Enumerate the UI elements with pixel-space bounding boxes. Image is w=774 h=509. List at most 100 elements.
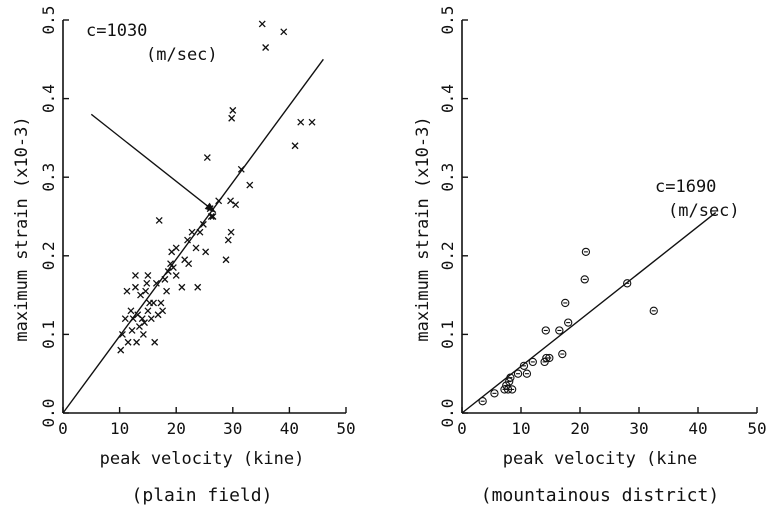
mountainous-district-data-point <box>522 369 532 378</box>
mountainous-district-x-tick-label: 20 <box>570 419 589 438</box>
mountainous-district-data-point <box>564 318 573 327</box>
plain-field-data-point <box>246 181 254 189</box>
mountainous-district-data-point <box>580 275 589 284</box>
plain-field-data-point <box>222 256 230 264</box>
mountainous-district-data-point-ring <box>558 349 567 359</box>
plain-field-data-point <box>280 28 288 36</box>
mountainous-district-data-point-ring <box>519 361 529 370</box>
mountainous-district-data-point <box>528 357 537 367</box>
mountainous-district-data-point-ring <box>623 279 632 288</box>
plain-field-data-point <box>224 236 232 244</box>
mountainous-district-data-point-ring <box>508 385 517 394</box>
plain-field-data-point <box>141 319 148 327</box>
plain-field-data-point <box>133 338 141 346</box>
mountainous-district-velocity-label: c=1690 <box>655 177 716 197</box>
plain-field-data-point <box>194 283 202 291</box>
mountainous-district-data-point-ring <box>649 306 658 315</box>
plain-field-annotation-arrow <box>90 113 217 214</box>
plain-field-data-point <box>117 346 125 354</box>
plain-field-data-point <box>227 197 234 205</box>
plain-field-data-point <box>172 271 180 279</box>
mountainous-district-points <box>478 247 658 406</box>
plain-field-data-point <box>138 315 146 323</box>
plain-field-data-point <box>128 327 136 334</box>
plain-field-x-tick-label: 20 <box>167 419 186 438</box>
mountainous-district-data-point-ring <box>528 357 537 367</box>
plain-field-y-tick-label: 0.1 <box>39 320 58 349</box>
plain-field-data-point <box>308 118 316 126</box>
scatter-panel-plain-field: 0 10 20 30 40 50 0.0 0.1 0.2 0.3 0.4 0.5 c=1030 (m/… <box>12 6 356 506</box>
plain-field-x-tick-label: 30 <box>223 419 242 438</box>
plain-field-data-point <box>192 244 200 252</box>
plain-field-data-point <box>127 307 135 315</box>
plain-field-y-tick-label: 0.5 <box>39 6 58 35</box>
plain-field-data-point <box>291 142 299 150</box>
plain-field-data-point <box>150 299 158 307</box>
plain-field-data-point <box>123 287 131 295</box>
mountainous-district-x-tick-label: 10 <box>511 419 530 438</box>
plain-field-data-point <box>202 248 210 256</box>
plain-field-data-point <box>131 271 139 279</box>
mountainous-district-y-tick-label: 0.2 <box>438 241 457 270</box>
mountainous-district-x-tick-label: 40 <box>688 419 707 438</box>
plain-field-data-point <box>143 279 151 287</box>
plain-field-data-point <box>227 228 235 236</box>
mountainous-district-y-tick-label: 0.0 <box>438 399 457 428</box>
mountainous-district-y-tick-label: 0.1 <box>438 320 457 349</box>
plain-field-data-point <box>159 307 167 315</box>
plain-field-velocity-unit: (m/sec) <box>146 45 218 65</box>
plain-field-data-point <box>203 154 211 162</box>
plain-field-data-point <box>172 244 180 252</box>
plain-field-x-tick-label: 50 <box>336 419 355 438</box>
mountainous-district-data-point-ring <box>561 298 570 308</box>
mountainous-district-data-point-ring <box>564 318 573 327</box>
plain-field-y-tick-label: 0.3 <box>39 163 58 192</box>
plain-field-data-point <box>144 271 152 279</box>
plain-field-data-point <box>199 220 207 228</box>
mountainous-district-data-point <box>541 326 550 335</box>
mountainous-district-data-point-ring <box>513 369 523 378</box>
plain-field-y-tick-label: 0.4 <box>39 84 58 113</box>
plain-field-arrow-head <box>204 202 216 213</box>
plain-field-data-point <box>209 213 217 220</box>
plain-field-points <box>117 20 316 354</box>
plain-field-data-point <box>155 216 163 224</box>
plain-field-data-point <box>297 118 305 126</box>
mountainous-district-caption: (mountainous district) <box>481 485 719 506</box>
mountainous-district-data-point <box>649 306 658 315</box>
mountainous-district-data-point <box>490 389 499 398</box>
mountainous-district-y-axis-title: maximum strain (x10-3) <box>413 116 433 341</box>
plain-field-data-point <box>135 323 143 330</box>
mountainous-district-y-tick-label: 0.4 <box>438 84 457 113</box>
plain-field-data-point <box>152 279 160 287</box>
plain-field-data-point <box>137 291 145 299</box>
mountainous-district-x-axis-title: peak velocity (kine <box>503 449 697 469</box>
plain-field-data-point <box>157 299 165 307</box>
plain-field-data-point <box>262 44 270 51</box>
plain-field-y-tick-label: 0.2 <box>39 241 58 270</box>
mountainous-district-data-point <box>508 385 517 394</box>
plain-field-data-point <box>147 315 155 323</box>
plain-field-data-point <box>258 20 266 28</box>
plain-field-caption: (plain field) <box>132 485 273 506</box>
mountainous-district-data-point <box>513 369 523 378</box>
plain-field-data-point <box>144 307 152 315</box>
plain-field-ticks: 0 10 20 30 40 50 0.0 0.1 0.2 0.3 0.4 0.5 <box>39 6 356 438</box>
mountainous-district-fit-line <box>461 212 717 414</box>
mountainous-district-data-point <box>558 349 567 359</box>
plain-field-x-tick-label: 0 <box>58 419 68 438</box>
plain-field-data-point <box>167 260 174 268</box>
mountainous-district-x-tick-label: 30 <box>629 419 648 438</box>
mountainous-district-data-point-ring <box>478 397 487 406</box>
mountainous-district-y-tick-label: 0.5 <box>438 6 457 35</box>
plain-field-fit-line <box>62 58 324 414</box>
mountainous-district-data-point <box>561 298 570 308</box>
mountainous-district-data-point-ring <box>490 389 499 398</box>
plain-field-data-point <box>142 287 150 295</box>
plain-field-data-point <box>139 330 147 338</box>
plain-field-data-point <box>232 201 240 209</box>
mountainous-district-ticks: 0 10 20 30 40 50 0.0 0.1 0.2 0.3 0.4 0.5 <box>438 6 767 438</box>
plain-field-data-point <box>228 114 236 122</box>
plain-field-data-point <box>124 338 132 346</box>
